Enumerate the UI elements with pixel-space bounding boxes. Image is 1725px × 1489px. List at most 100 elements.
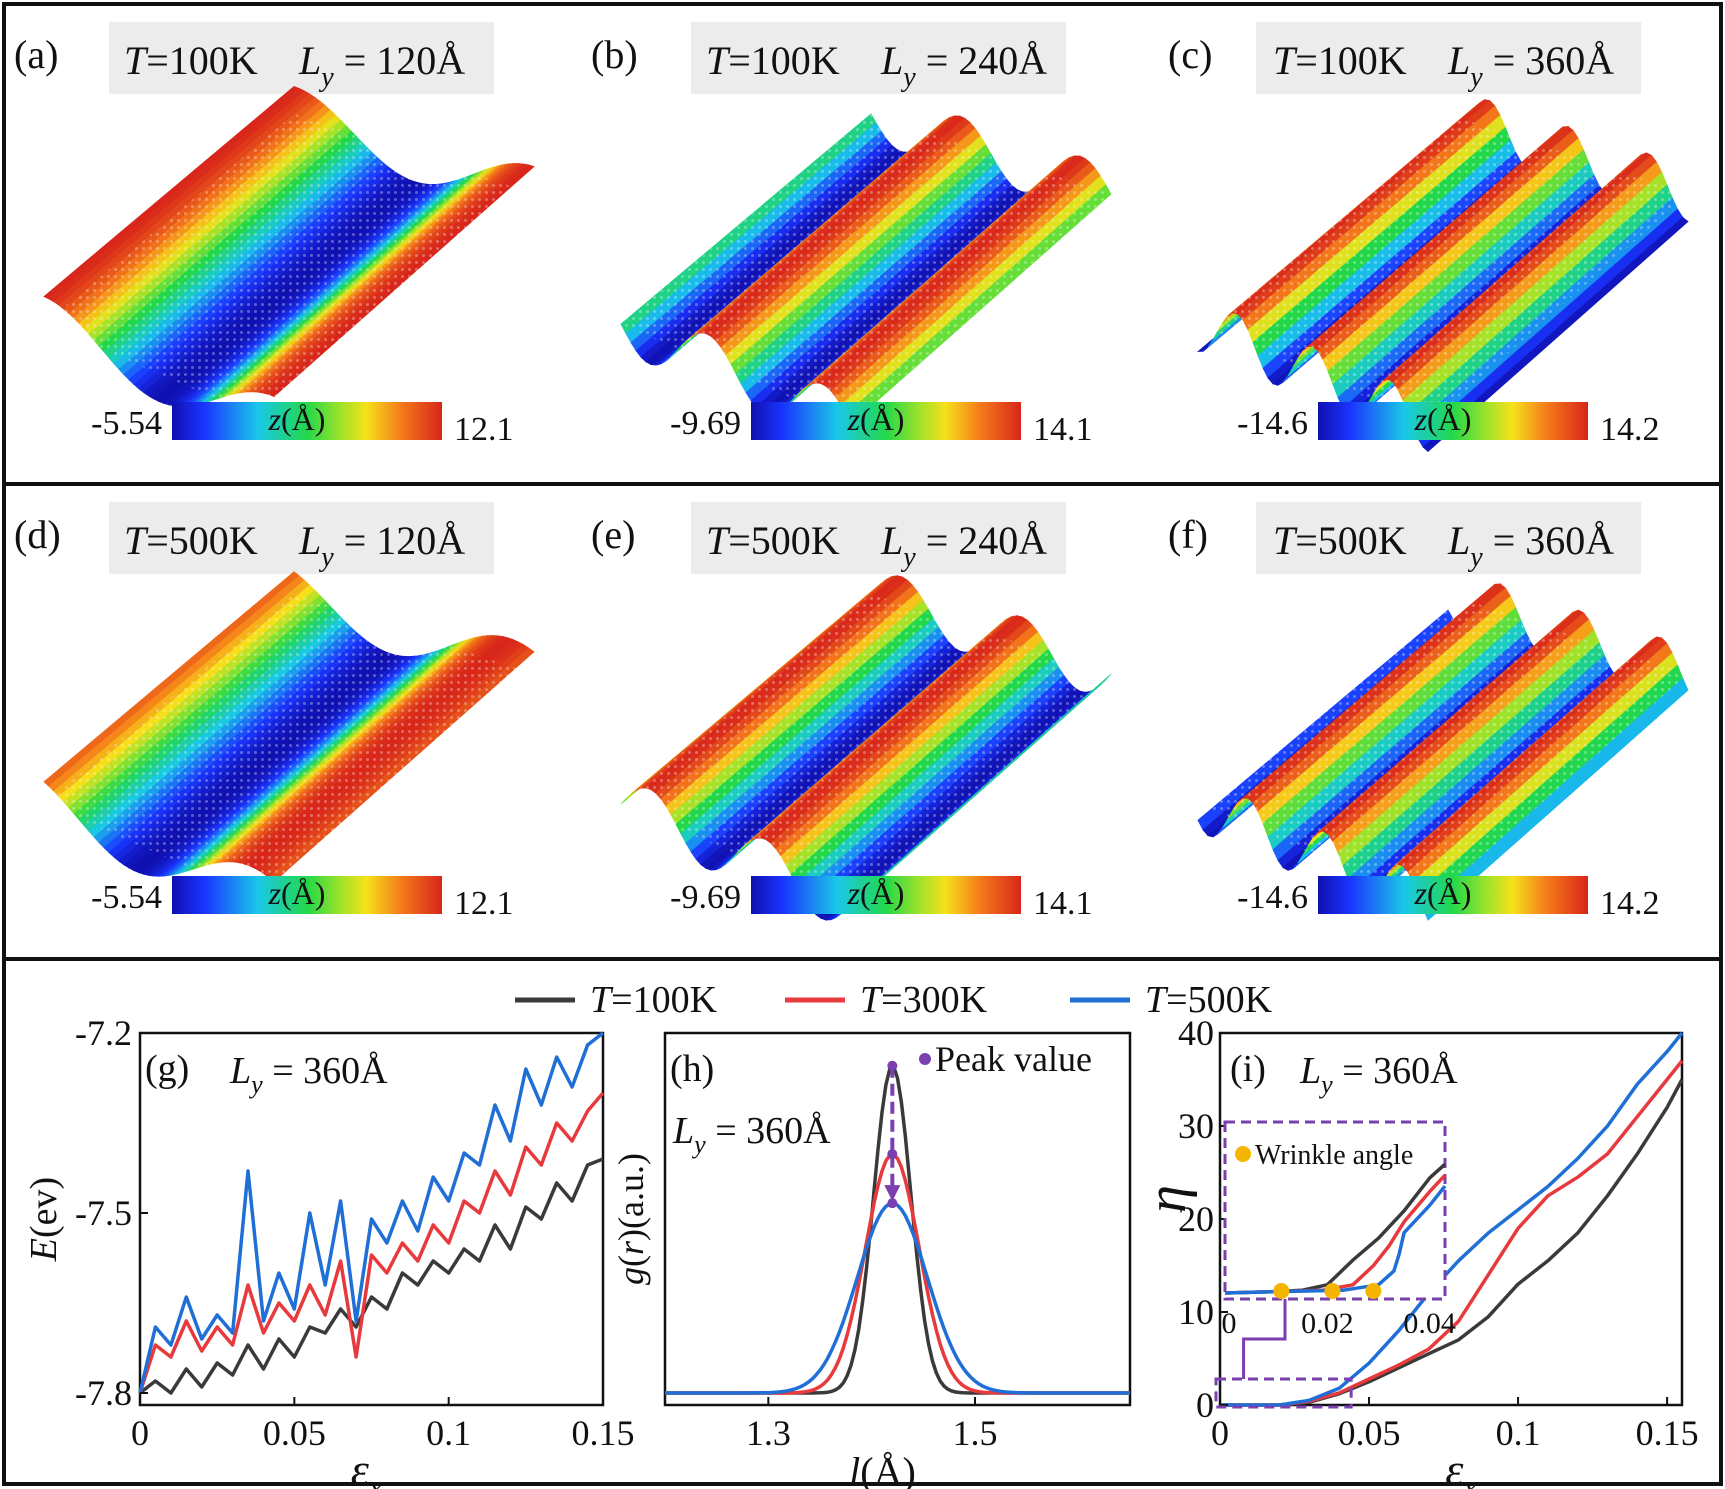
x-tick-label: 1.3 [746,1413,791,1453]
peak-marker [887,1060,898,1071]
length-label: Ly = 120Å [298,518,465,573]
panel-b: (b) T=100K Ly = 240Å -9.69 14.1 z(Å) [591,22,1112,448]
colorbar-label: z(Å) [1414,401,1472,437]
x-tick-label: 0 [1211,1413,1229,1453]
panel-c: (c) T=100K Ly = 360Å -14.6 14.2 z(Å) [1168,22,1689,453]
colorbar [172,402,442,440]
series-line-500 [665,1201,1130,1395]
panel-d: (d) T=500K Ly = 120Å -5.54 12.1 z(Å) [14,502,535,922]
graphene-sheet [1197,583,1689,921]
colorbar-min: -14.6 [1237,405,1308,442]
y-tick-label: 0 [1196,1385,1214,1425]
colorbar [751,876,1021,914]
colorbar-min: -14.6 [1237,879,1308,916]
y-axis-label: η [1136,1185,1198,1213]
panel-a: (a) T=100K Ly = 120Å -5.54 12.1 z(Å) [14,22,535,448]
panel-letter: (f) [1168,512,1208,557]
legend-label: T=300K [860,979,988,1021]
sheet-strip [1422,216,1689,453]
colorbar-min: -9.69 [670,405,741,442]
lattice-mesh [1198,594,1688,904]
inset-x-tick-label: 0.02 [1301,1307,1354,1340]
x-tick-label: 0 [131,1413,149,1453]
inset-x-tick-label: 0 [1222,1307,1237,1340]
axes-frame [138,1031,605,1407]
temperature-label: T=500K [124,518,258,563]
wrinkle-angle-marker [1324,1283,1341,1299]
label-box [109,502,494,574]
colorbar-min: -5.54 [91,405,162,442]
legend-label: T=500K [1145,979,1273,1021]
graphene-sheet [43,86,535,424]
legend-item: T=300K [785,979,988,1021]
colorbar-label: z(Å) [268,401,326,437]
x-tick-label: 0.1 [426,1413,471,1453]
x-tick-label: 0.15 [1636,1413,1699,1453]
x-tick-label: 1.5 [953,1413,998,1453]
x-axis-label: εx [1445,1444,1477,1489]
legend: T=100K T=300K T=500K [515,979,1273,1021]
peak-marker [887,1198,898,1209]
y-tick-label: -7.2 [75,1013,132,1053]
graphene-sheet [1196,99,1689,453]
colorbar [1318,402,1588,440]
inset-label: Wrinkle angle [1255,1140,1413,1171]
wrinkle-angle-marker [1365,1283,1382,1299]
panel-letter: (e) [591,512,635,557]
peak-legend-marker [919,1053,931,1065]
y-tick-label: 20 [1178,1199,1214,1239]
x-tick-label: 0.05 [1338,1413,1401,1453]
y-axis-label: g(r)(a.u.) [611,1153,651,1285]
label-box [691,22,1066,94]
panel-e: (e) T=500K Ly = 240Å -9.69 14.1 z(Å) [591,502,1112,922]
colorbar [172,876,442,914]
length-label: Ly = 120Å [298,38,465,93]
panel-letter: (d) [14,512,61,557]
legend-label: T=100K [590,979,718,1021]
peak-arrowhead [884,1185,901,1202]
temperature-label: T=100K [124,38,258,83]
lattice-mesh [44,594,534,904]
inset-line-500 [1224,1185,1447,1295]
chart-g-energy: -7.8 -7.5 -7.2 0 0.05 0.1 0.15 (g) Ly = 360Å εx E(… [23,1013,635,1489]
panel-letter: (i) [1230,1048,1266,1090]
x-axis-label: l(Å) [849,1449,916,1489]
colorbar [751,402,1021,440]
colorbar-min: -5.54 [91,879,162,916]
series-line-100 [138,1157,604,1395]
panel-f: (f) T=500K Ly = 360Å -14.6 14.2 z(Å) [1168,502,1689,922]
lattice-mesh [44,114,534,424]
wrinkle-angle-marker [1273,1283,1290,1299]
y-tick-label: 30 [1178,1106,1214,1146]
annotation: Ly = 360Å [672,1110,831,1159]
annotation: Ly = 360Å [1299,1050,1458,1099]
temperature-label: T=500K [1273,518,1407,563]
series-line-500 [138,1031,605,1394]
legend-item: T=100K [515,979,718,1021]
length-label: Ly = 360Å [1447,518,1614,573]
colorbar-label: z(Å) [847,401,905,437]
x-tick-label: 0.1 [1496,1413,1541,1453]
y-tick-label: -7.8 [75,1373,132,1413]
y-axis-label: E(ev) [23,1177,65,1262]
inset-frame [1223,1120,1447,1301]
length-label: Ly = 240Å [880,518,1047,573]
x-tick-label: 0.15 [572,1413,635,1453]
y-tick-label: 40 [1178,1013,1214,1053]
annotation: Ly = 360Å [229,1050,388,1099]
peak-marker [887,1149,898,1160]
graphene-sheet [620,575,1112,921]
inset-connector [1242,1299,1287,1379]
colorbar-max: 12.1 [454,885,514,922]
series-line-500 [1220,1031,1684,1407]
colorbar-label: z(Å) [268,875,326,911]
peak-label: Peak value [935,1039,1092,1079]
length-label: Ly = 360Å [1447,38,1614,93]
inset-x-tick-label: 0.04 [1403,1307,1456,1340]
temperature-label: T=500K [706,518,840,563]
colorbar-min: -9.69 [670,879,741,916]
y-tick-label: 10 [1178,1292,1214,1332]
